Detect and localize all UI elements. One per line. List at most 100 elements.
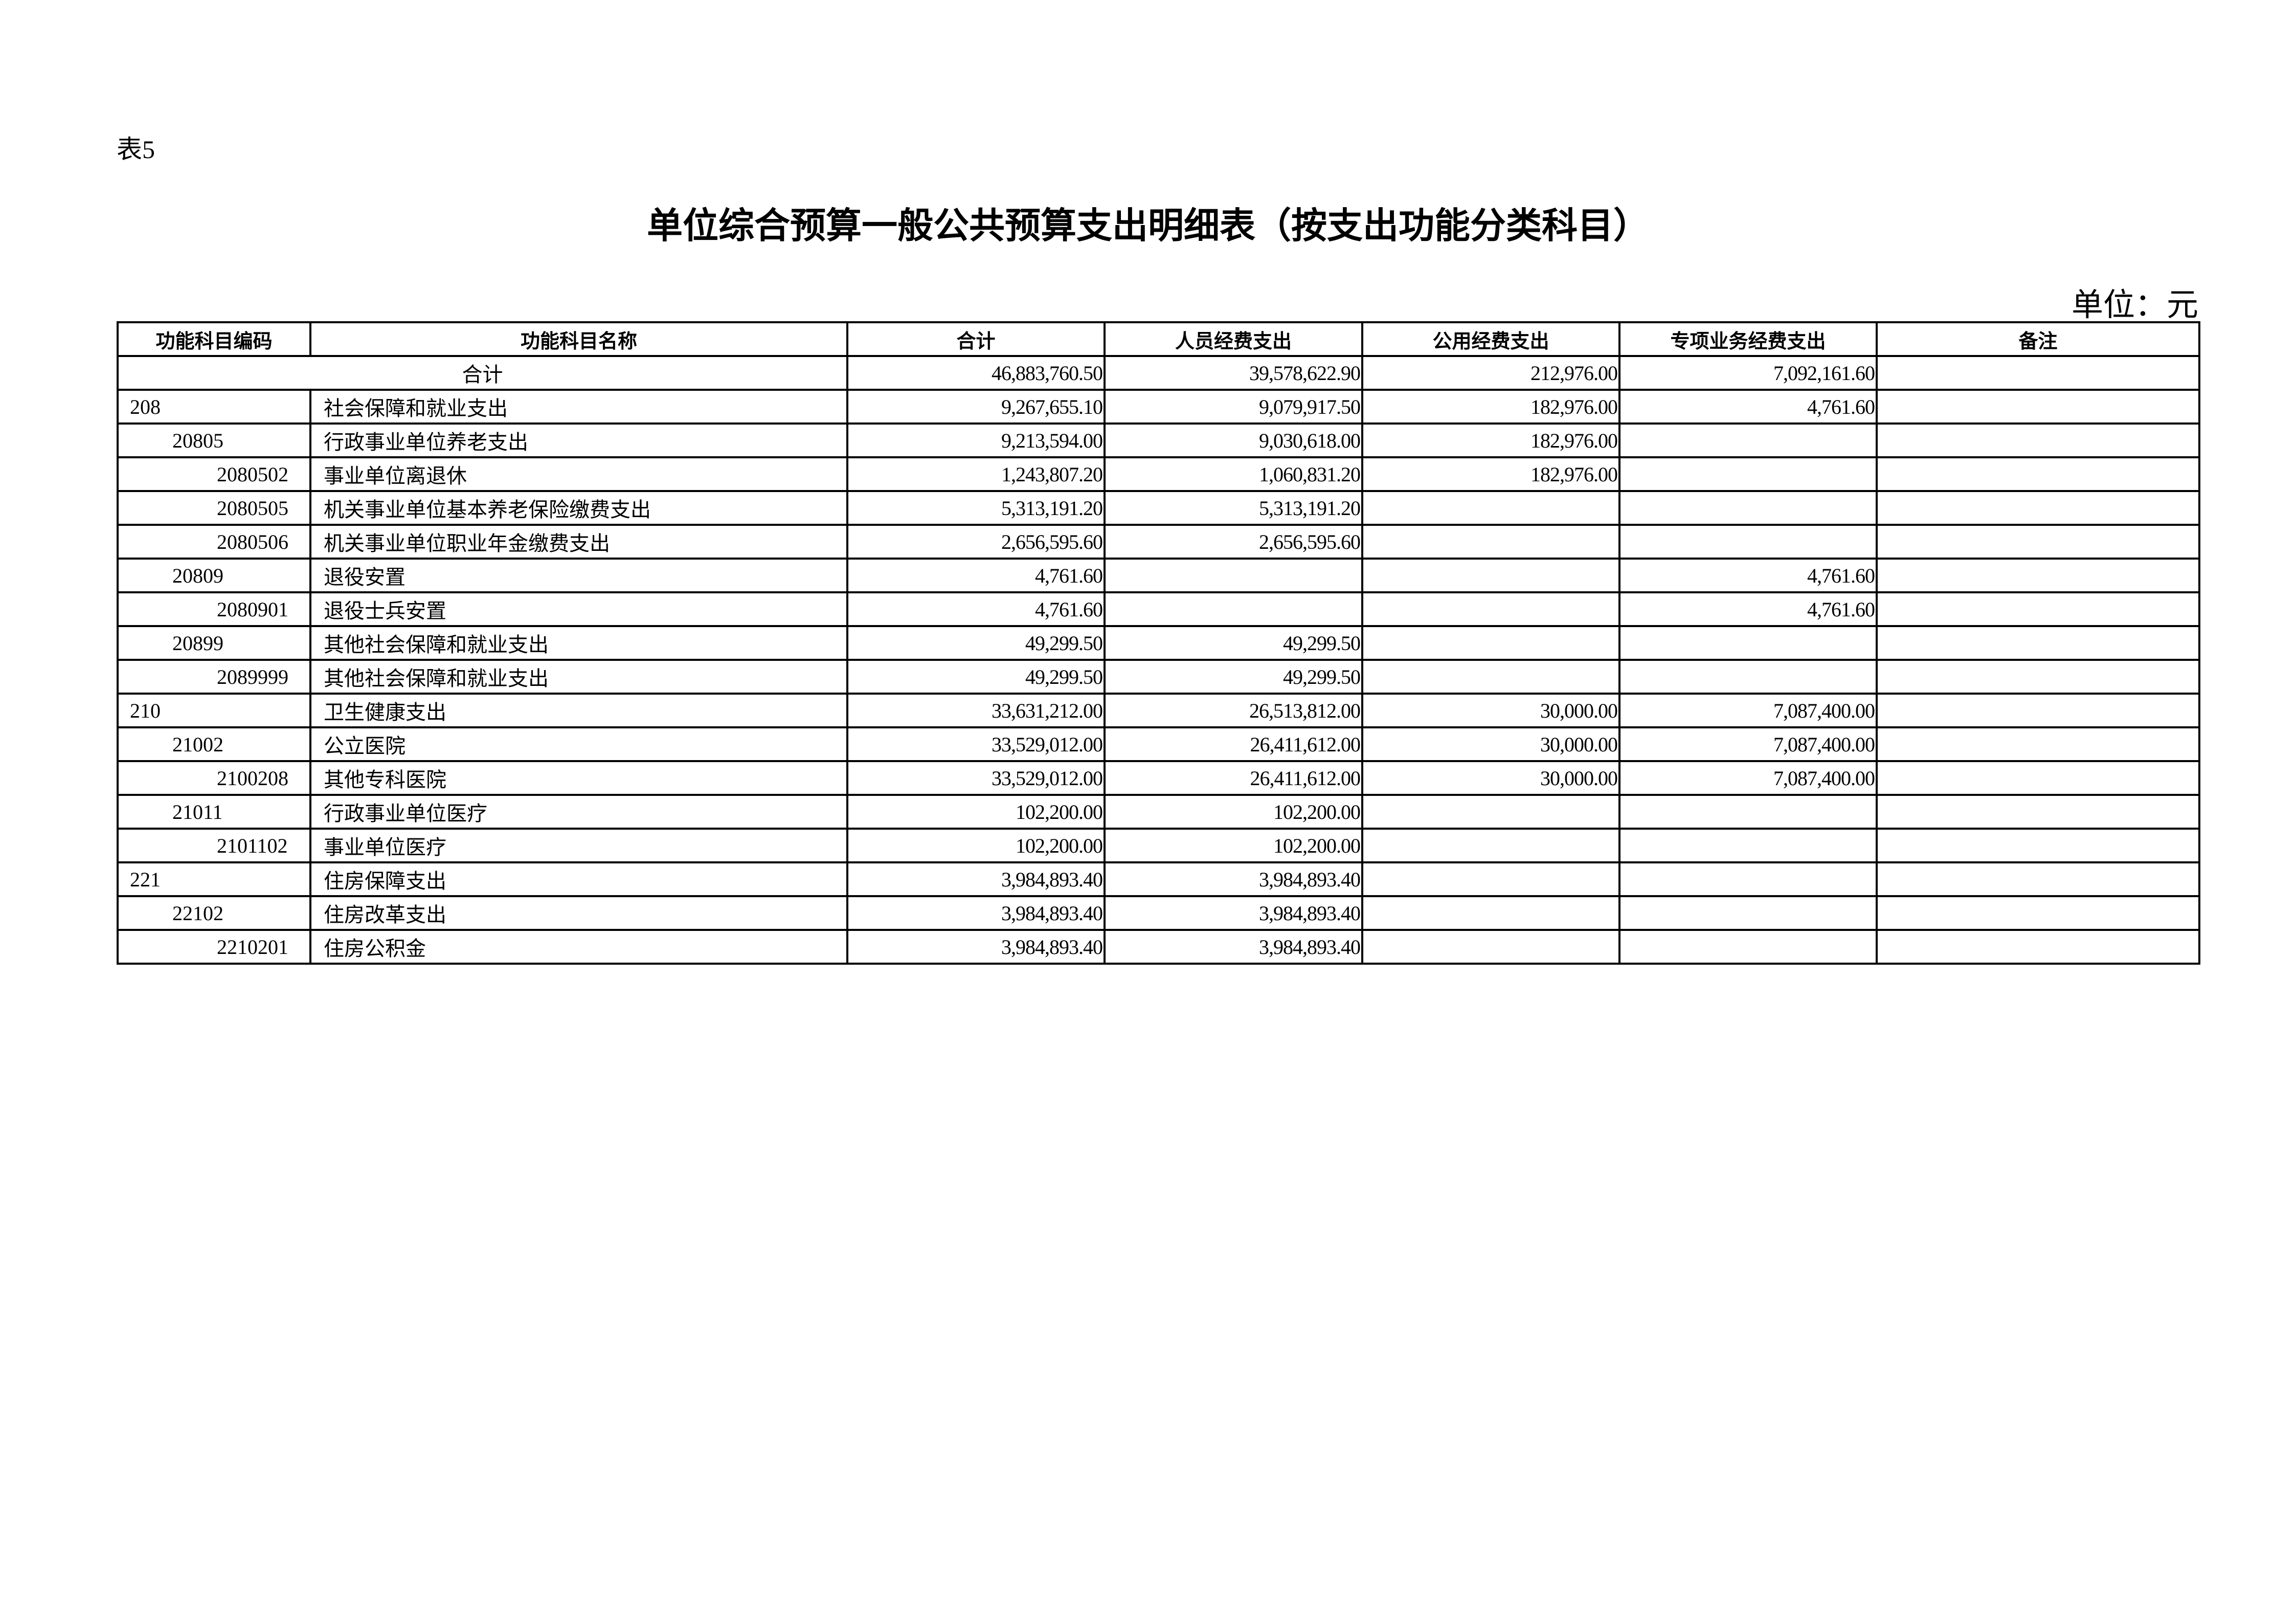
cell-total: 102,200.00 <box>846 828 1106 863</box>
cell-code: 20899 <box>117 625 311 661</box>
cell-code: 2100208 <box>117 760 311 796</box>
header-personnel: 人员经费支出 <box>1104 321 1363 357</box>
table-row: 2080502 事业单位离退休 1,243,807.20 1,060,831.20 18… <box>117 456 2200 492</box>
table-row: 221 住房保障支出 3,984,893.40 3,984,893.40 <box>117 861 2200 897</box>
cell-public <box>1361 659 1620 695</box>
cell-remark <box>1876 929 2200 965</box>
cell-name: 住房公积金 <box>309 929 848 965</box>
cell-total: 5,313,191.20 <box>846 490 1106 526</box>
cell-special <box>1618 929 1878 965</box>
cell-remark <box>1876 389 2200 425</box>
cell-name: 住房改革支出 <box>309 895 848 931</box>
table-row: 22102 住房改革支出 3,984,893.40 3,984,893.40 <box>117 895 2200 931</box>
cell-remark <box>1876 693 2200 728</box>
cell-total: 2,656,595.60 <box>846 524 1106 560</box>
cell-remark <box>1876 558 2200 593</box>
cell-code: 210 <box>117 693 311 728</box>
table-row: 2100208 其他专科医院 33,529,012.00 26,411,612.00 3… <box>117 760 2200 796</box>
cell-total: 1,243,807.20 <box>846 456 1106 492</box>
total-label: 合计 <box>117 355 848 391</box>
table-row: 20899 其他社会保障和就业支出 49,299.50 49,299.50 <box>117 625 2200 661</box>
cell-code: 2080901 <box>117 591 311 627</box>
cell-code: 2089999 <box>117 659 311 695</box>
total-public: 212,976.00 <box>1361 355 1620 391</box>
cell-public <box>1361 828 1620 863</box>
cell-personnel: 102,200.00 <box>1104 828 1363 863</box>
table-row: 21011 行政事业单位医疗 102,200.00 102,200.00 <box>117 794 2200 830</box>
cell-special <box>1618 490 1878 526</box>
cell-code: 2101102 <box>117 828 311 863</box>
cell-special <box>1618 659 1878 695</box>
table-row: 2080901 退役士兵安置 4,761.60 4,761.60 <box>117 591 2200 627</box>
cell-name: 机关事业单位基本养老保险缴费支出 <box>309 490 848 526</box>
cell-public <box>1361 558 1620 593</box>
cell-name: 社会保障和就业支出 <box>309 389 848 425</box>
cell-remark <box>1876 524 2200 560</box>
header-row: 功能科目编码 功能科目名称 合计 人员经费支出 公用经费支出 专项业务经费支出 … <box>117 321 2200 357</box>
cell-name: 其他专科医院 <box>309 760 848 796</box>
cell-public: 30,000.00 <box>1361 760 1620 796</box>
expenditure-table: 功能科目编码 功能科目名称 合计 人员经费支出 公用经费支出 专项业务经费支出 … <box>117 321 2200 965</box>
cell-special <box>1618 895 1878 931</box>
cell-remark <box>1876 794 2200 830</box>
table-row: 20809 退役安置 4,761.60 4,761.60 <box>117 558 2200 593</box>
table-number: 表5 <box>117 135 155 164</box>
cell-public <box>1361 895 1620 931</box>
cell-total: 4,761.60 <box>846 591 1106 627</box>
cell-name: 住房保障支出 <box>309 861 848 897</box>
cell-personnel: 102,200.00 <box>1104 794 1363 830</box>
cell-special <box>1618 861 1878 897</box>
cell-name: 行政事业单位养老支出 <box>309 422 848 458</box>
cell-public: 30,000.00 <box>1361 693 1620 728</box>
cell-name: 卫生健康支出 <box>309 693 848 728</box>
cell-remark <box>1876 659 2200 695</box>
cell-code: 2080502 <box>117 456 311 492</box>
cell-personnel: 49,299.50 <box>1104 625 1363 661</box>
cell-total: 9,267,655.10 <box>846 389 1106 425</box>
cell-public <box>1361 861 1620 897</box>
cell-total: 3,984,893.40 <box>846 861 1106 897</box>
cell-personnel: 3,984,893.40 <box>1104 895 1363 931</box>
cell-remark <box>1876 828 2200 863</box>
cell-name: 退役士兵安置 <box>309 591 848 627</box>
cell-special <box>1618 794 1878 830</box>
cell-public <box>1361 524 1620 560</box>
table-row: 2080506 机关事业单位职业年金缴费支出 2,656,595.60 2,656,5… <box>117 524 2200 560</box>
cell-personnel: 3,984,893.40 <box>1104 861 1363 897</box>
cell-public <box>1361 490 1620 526</box>
cell-special: 7,087,400.00 <box>1618 726 1878 762</box>
cell-total: 33,631,212.00 <box>846 693 1106 728</box>
cell-public: 30,000.00 <box>1361 726 1620 762</box>
cell-name: 事业单位医疗 <box>309 828 848 863</box>
total-row: 合计 46,883,760.50 39,578,622.90 212,976.0… <box>117 355 2200 391</box>
cell-total: 4,761.60 <box>846 558 1106 593</box>
cell-special: 7,087,400.00 <box>1618 760 1878 796</box>
cell-name: 其他社会保障和就业支出 <box>309 625 848 661</box>
cell-special: 4,761.60 <box>1618 389 1878 425</box>
cell-code: 21011 <box>117 794 311 830</box>
cell-personnel <box>1104 591 1363 627</box>
cell-public: 182,976.00 <box>1361 389 1620 425</box>
table-row: 2089999 其他社会保障和就业支出 49,299.50 49,299.50 <box>117 659 2200 695</box>
unit-label: 单位：元 <box>2071 288 2198 323</box>
cell-code: 20809 <box>117 558 311 593</box>
cell-public <box>1361 625 1620 661</box>
header-public: 公用经费支出 <box>1361 321 1620 357</box>
cell-special: 4,761.60 <box>1618 558 1878 593</box>
cell-code: 221 <box>117 861 311 897</box>
cell-public: 182,976.00 <box>1361 422 1620 458</box>
cell-total: 9,213,594.00 <box>846 422 1106 458</box>
header-remark: 备注 <box>1876 321 2200 357</box>
cell-name: 退役安置 <box>309 558 848 593</box>
cell-special <box>1618 456 1878 492</box>
cell-total: 33,529,012.00 <box>846 726 1106 762</box>
cell-code: 208 <box>117 389 311 425</box>
table-row: 208 社会保障和就业支出 9,267,655.10 9,079,917.50 182,… <box>117 389 2200 425</box>
cell-remark <box>1876 760 2200 796</box>
cell-personnel: 1,060,831.20 <box>1104 456 1363 492</box>
cell-remark <box>1876 591 2200 627</box>
cell-special <box>1618 422 1878 458</box>
total-personnel: 39,578,622.90 <box>1104 355 1363 391</box>
cell-special <box>1618 524 1878 560</box>
cell-total: 49,299.50 <box>846 625 1106 661</box>
